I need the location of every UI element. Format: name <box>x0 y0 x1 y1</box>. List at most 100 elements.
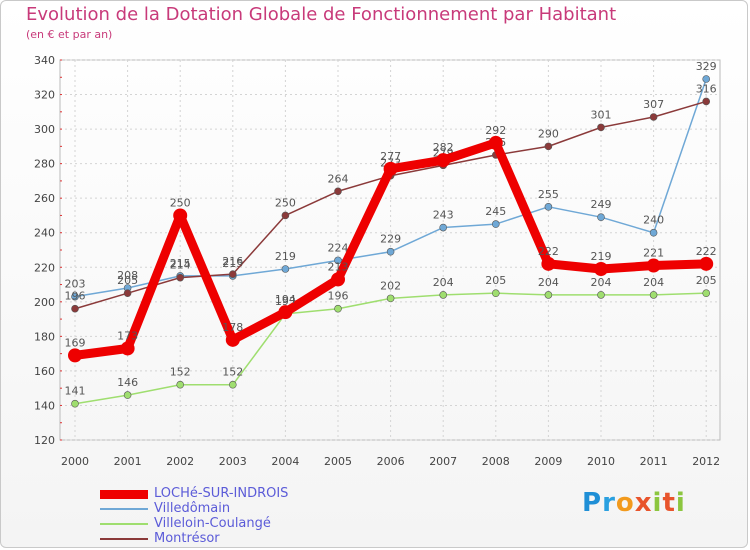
data-label: 216 <box>222 255 243 268</box>
x-tick-label: 2010 <box>587 455 615 468</box>
data-label: 219 <box>591 250 612 263</box>
data-point <box>71 304 79 313</box>
data-point <box>229 270 237 278</box>
data-label: 277 <box>380 150 401 163</box>
y-tick-label: 140 <box>34 399 55 412</box>
data-point <box>699 256 714 271</box>
data-label: 213 <box>328 260 349 273</box>
data-point <box>331 272 345 287</box>
legend-swatch <box>100 508 148 510</box>
data-point <box>225 332 240 347</box>
series-line <box>74 292 707 405</box>
legend-label: Montrésor <box>154 531 220 546</box>
data-point <box>68 348 82 363</box>
data-label: 141 <box>65 385 86 398</box>
data-label: 316 <box>696 82 717 95</box>
data-label: 146 <box>117 376 138 389</box>
data-point <box>491 220 500 228</box>
data-label: 203 <box>65 278 86 291</box>
x-tick-label: 2004 <box>271 455 299 468</box>
data-label: 215 <box>222 257 243 270</box>
data-point <box>386 294 395 303</box>
data-label: 301 <box>591 108 612 121</box>
y-tick-label: 340 <box>34 54 55 67</box>
x-tick-label: 2006 <box>377 455 405 468</box>
data-label: 194 <box>275 293 296 306</box>
data-label: 222 <box>538 245 559 258</box>
x-tick-label: 2012 <box>692 455 720 468</box>
data-label: 240 <box>643 214 664 227</box>
data-label: 250 <box>275 196 296 209</box>
legend-swatch <box>100 490 148 499</box>
data-point <box>541 256 556 271</box>
data-label: 250 <box>170 196 191 209</box>
data-label: 229 <box>380 233 401 246</box>
data-point <box>649 228 658 237</box>
x-tick-label: 2007 <box>429 455 457 468</box>
data-label: 222 <box>696 245 717 258</box>
x-tick-label: 2001 <box>114 455 142 468</box>
y-tick-label: 220 <box>34 261 55 274</box>
data-point <box>649 291 658 299</box>
data-label: 307 <box>643 98 664 111</box>
data-point <box>173 208 188 223</box>
data-point <box>702 75 711 83</box>
data-label: 196 <box>328 290 349 303</box>
data-point <box>544 203 553 211</box>
data-label: 204 <box>591 276 612 289</box>
data-label: 204 <box>433 276 454 289</box>
x-tick-label: 2002 <box>166 455 194 468</box>
y-tick-label: 240 <box>34 227 55 240</box>
data-label: 205 <box>117 274 138 287</box>
data-label: 264 <box>328 172 349 185</box>
x-tick-label: 2008 <box>482 455 510 468</box>
legend-swatch <box>100 523 148 525</box>
y-tick-label: 160 <box>34 365 55 378</box>
series-2: 203 208 215 215 219 224 229 243 245 255 249 240 329 <box>65 60 717 301</box>
data-point <box>488 135 503 150</box>
x-tick-label: 2009 <box>534 455 562 468</box>
data-label: 215 <box>170 257 191 270</box>
legend-label: Villeloin-Coulangé <box>154 516 271 531</box>
data-point <box>281 265 290 273</box>
data-point <box>334 256 342 265</box>
data-point <box>597 291 605 299</box>
data-label: 205 <box>696 274 717 287</box>
y-tick-label: 300 <box>34 123 55 136</box>
data-point <box>278 305 293 320</box>
data-label: 214 <box>170 259 191 272</box>
data-label: 221 <box>643 247 664 260</box>
data-point <box>386 247 395 256</box>
data-point <box>649 113 658 121</box>
data-point <box>597 213 605 221</box>
data-label: 208 <box>117 269 138 282</box>
x-tick-label: 2005 <box>324 455 352 468</box>
data-label: 178 <box>222 321 243 334</box>
data-label: 152 <box>170 366 191 379</box>
data-point <box>439 291 448 299</box>
brand-logo: Proxiti <box>582 488 686 518</box>
y-tick-label: 260 <box>34 192 55 205</box>
data-point <box>594 262 608 276</box>
data-point <box>71 399 79 408</box>
data-label: 204 <box>538 276 559 289</box>
legend-label: Villedômain <box>154 501 231 516</box>
data-point <box>544 291 553 299</box>
chart-title: Evolution de la Dotation Globale de Fonc… <box>26 4 617 25</box>
data-point <box>334 187 342 196</box>
data-point <box>123 391 132 399</box>
data-point <box>123 289 132 297</box>
data-label: 282 <box>433 141 454 154</box>
data-point <box>702 97 711 106</box>
data-label: 292 <box>485 124 506 137</box>
x-tick-label: 2011 <box>640 455 668 468</box>
data-label: 245 <box>485 205 506 218</box>
chart-subtitle: (en € et par an) <box>26 28 113 41</box>
data-label: 290 <box>538 127 559 140</box>
data-label: 255 <box>538 188 559 201</box>
data-point <box>702 289 711 297</box>
data-label: 169 <box>65 336 86 349</box>
y-tick-label: 320 <box>34 89 55 102</box>
